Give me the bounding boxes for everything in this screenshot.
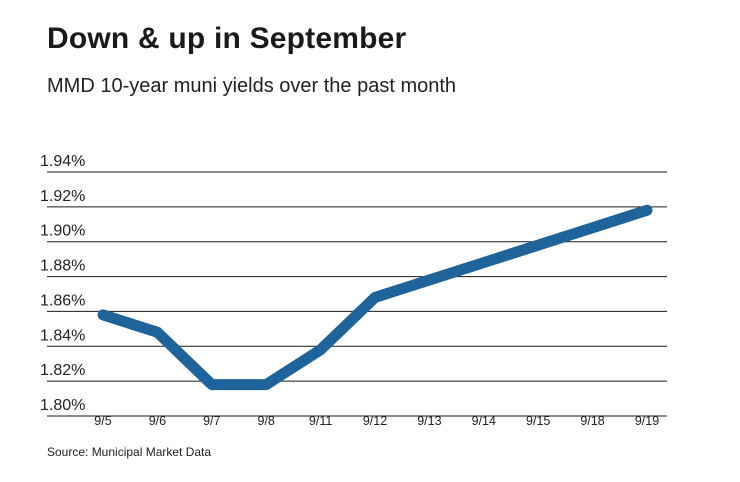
x-tick-label: 9/6 <box>149 414 166 428</box>
chart-title: Down & up in September <box>47 22 407 55</box>
x-tick-label: 9/12 <box>363 414 387 428</box>
x-tick-label: 9/19 <box>635 414 659 428</box>
y-tick-label: 1.86% <box>40 292 85 309</box>
y-tick-label: 1.90% <box>40 223 85 240</box>
y-tick-label: 1.80% <box>40 397 85 414</box>
x-tick-label: 9/13 <box>417 414 441 428</box>
x-tick-label: 9/5 <box>94 414 111 428</box>
source-note: Source: Municipal Market Data <box>47 445 212 459</box>
y-tick-label: 1.94% <box>40 153 85 170</box>
y-tick-label: 1.92% <box>40 188 85 205</box>
y-tick-label: 1.88% <box>40 258 85 275</box>
x-tick-label: 9/7 <box>203 414 220 428</box>
y-tick-label: 1.82% <box>40 362 85 379</box>
x-tick-label: 9/18 <box>580 414 604 428</box>
chart-subtitle: MMD 10-year muni yields over the past mo… <box>47 75 457 97</box>
x-tick-label: 9/8 <box>258 414 275 428</box>
x-tick-label: 9/11 <box>309 414 332 428</box>
x-tick-label: 9/15 <box>526 414 550 428</box>
y-tick-label: 1.84% <box>40 327 85 344</box>
x-tick-label: 9/14 <box>472 414 496 428</box>
